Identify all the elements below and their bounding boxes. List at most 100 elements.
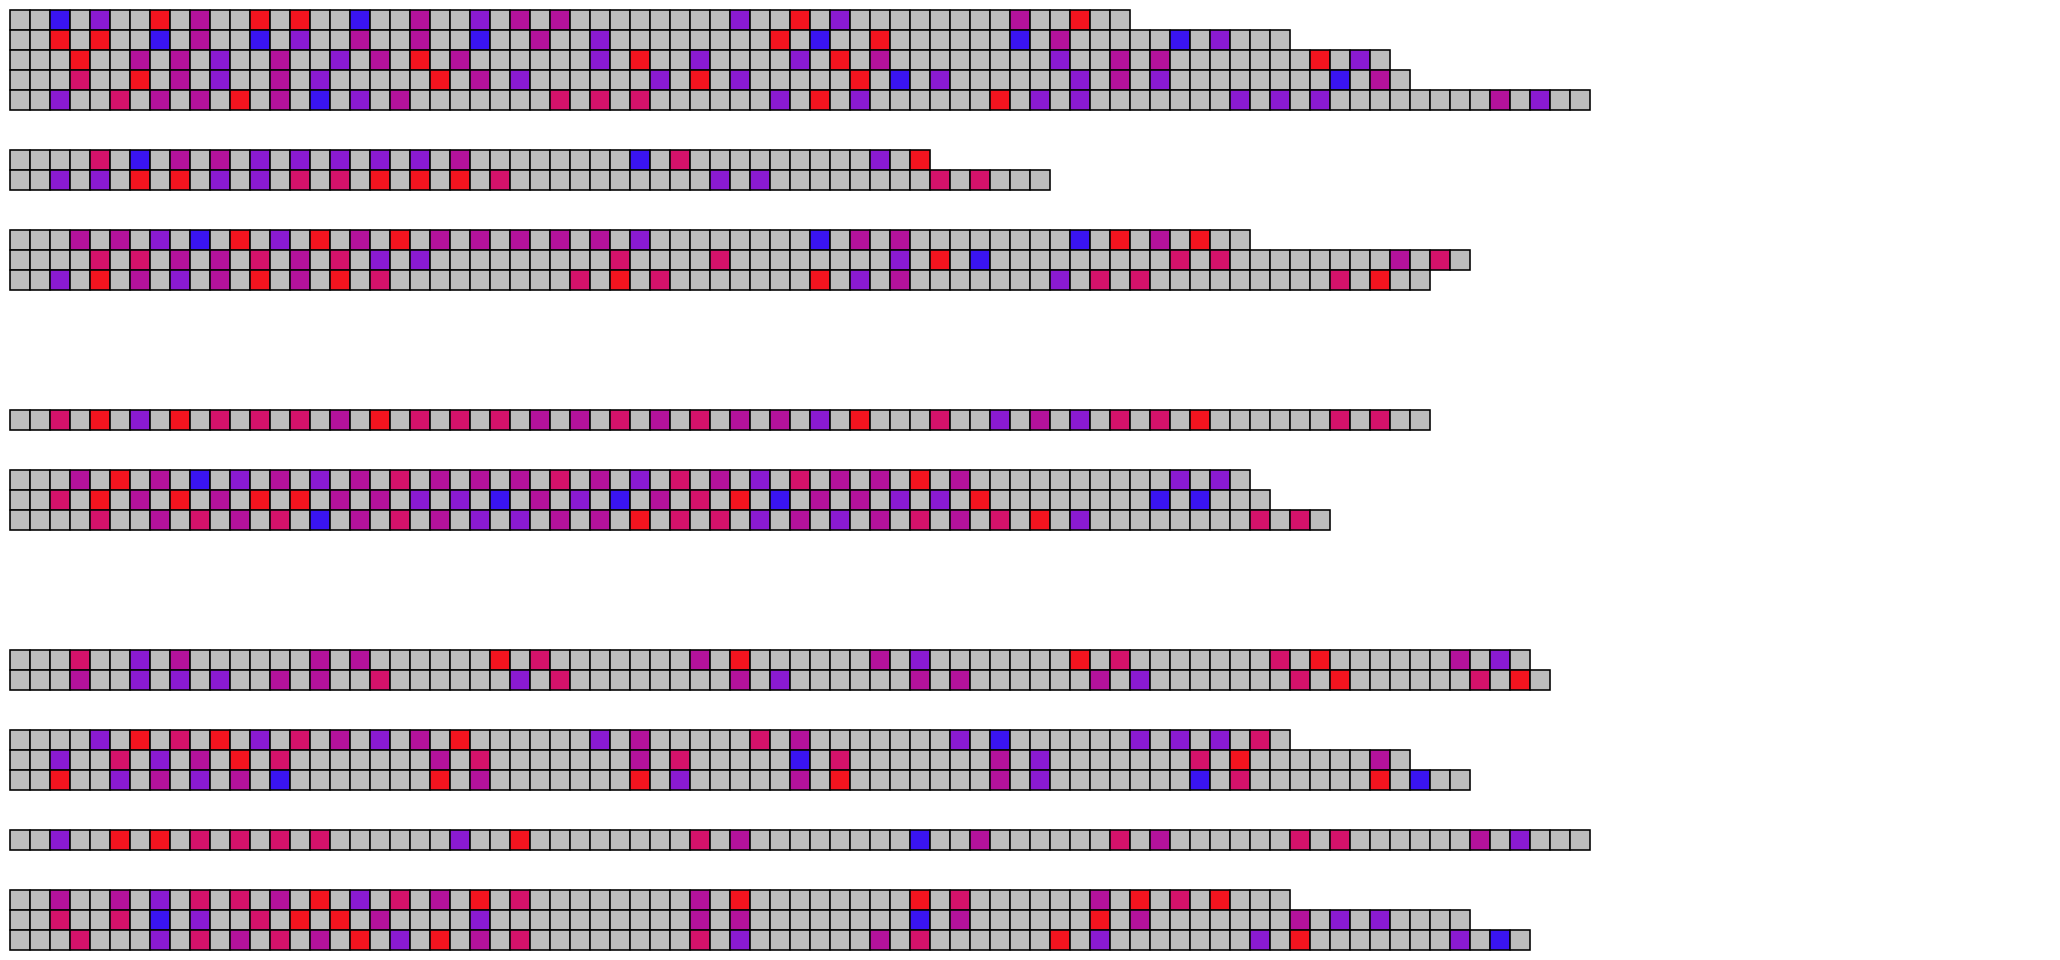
grid-cell bbox=[849, 729, 871, 751]
grid-cell bbox=[929, 929, 951, 951]
grid-cell bbox=[89, 149, 111, 171]
grid-cell bbox=[889, 769, 911, 791]
grid-cell bbox=[29, 69, 51, 91]
grid-cell bbox=[909, 469, 931, 491]
grid-cell bbox=[729, 49, 751, 71]
grid-cell bbox=[889, 269, 911, 291]
grid-cell bbox=[309, 829, 331, 851]
grid-cell bbox=[109, 829, 131, 851]
grid-cell bbox=[249, 9, 271, 31]
grid-cell bbox=[869, 29, 891, 51]
grid-cell bbox=[289, 829, 311, 851]
grid-cell bbox=[1089, 489, 1111, 511]
grid-cell bbox=[1009, 909, 1031, 931]
grid-cell bbox=[169, 229, 191, 251]
grid-cell bbox=[1489, 669, 1511, 691]
grid-cell bbox=[769, 409, 791, 431]
grid-cell bbox=[1109, 29, 1131, 51]
grid-cell bbox=[189, 249, 211, 271]
grid-cell bbox=[889, 749, 911, 771]
grid-cell bbox=[529, 669, 551, 691]
grid-cell bbox=[209, 929, 231, 951]
grid-cell bbox=[329, 669, 351, 691]
grid-cell bbox=[1269, 749, 1291, 771]
grid-cell bbox=[669, 169, 691, 191]
grid-cell bbox=[1169, 249, 1191, 271]
grid-cell bbox=[709, 69, 731, 91]
grid-cell bbox=[449, 829, 471, 851]
grid-cell bbox=[1129, 69, 1151, 91]
grid-cell bbox=[29, 909, 51, 931]
grid-cell bbox=[809, 229, 831, 251]
grid-cell bbox=[409, 909, 431, 931]
grid-cell bbox=[229, 249, 251, 271]
grid-cell bbox=[549, 269, 571, 291]
grid-cell bbox=[549, 149, 571, 171]
grid-cell bbox=[469, 829, 491, 851]
grid-cell bbox=[969, 269, 991, 291]
grid-cell bbox=[1289, 669, 1311, 691]
grid-cell bbox=[69, 49, 91, 71]
grid-cell bbox=[1149, 669, 1171, 691]
grid-cell bbox=[229, 29, 251, 51]
grid-cell bbox=[229, 9, 251, 31]
grid-cell bbox=[709, 649, 731, 671]
grid-cell bbox=[29, 489, 51, 511]
grid-cell bbox=[1129, 909, 1151, 931]
grid-cell bbox=[149, 509, 171, 531]
grid-cell bbox=[1189, 769, 1211, 791]
grid-cell bbox=[1409, 409, 1431, 431]
grid-cell bbox=[9, 469, 31, 491]
grid-cell bbox=[1269, 929, 1291, 951]
grid-cell bbox=[769, 909, 791, 931]
grid-cell bbox=[609, 769, 631, 791]
grid-cell bbox=[1469, 669, 1491, 691]
grid-cell bbox=[1369, 249, 1391, 271]
grid-cell bbox=[289, 89, 311, 111]
grid-cell bbox=[269, 769, 291, 791]
grid-cell bbox=[209, 749, 231, 771]
grid-cell bbox=[509, 269, 531, 291]
grid-cell bbox=[1209, 409, 1231, 431]
grid-cell bbox=[629, 909, 651, 931]
grid-cell bbox=[429, 489, 451, 511]
grid-cell bbox=[909, 729, 931, 751]
grid-cell bbox=[709, 49, 731, 71]
grid-cell bbox=[1089, 29, 1111, 51]
grid-cell bbox=[149, 89, 171, 111]
grid-cell bbox=[989, 669, 1011, 691]
grid-cell bbox=[1169, 69, 1191, 91]
grid-cell bbox=[789, 729, 811, 751]
grid-cell bbox=[369, 169, 391, 191]
grid-cell bbox=[169, 509, 191, 531]
grid-cell bbox=[489, 909, 511, 931]
grid-cell bbox=[829, 229, 851, 251]
grid-cell bbox=[69, 889, 91, 911]
grid-cell bbox=[709, 149, 731, 171]
grid-cell bbox=[449, 929, 471, 951]
grid-cell bbox=[1049, 49, 1071, 71]
grid-cell bbox=[989, 909, 1011, 931]
grid-cell bbox=[589, 409, 611, 431]
grid-cell bbox=[589, 469, 611, 491]
grid-cell bbox=[329, 829, 351, 851]
grid-cell bbox=[1149, 409, 1171, 431]
grid-cell bbox=[409, 49, 431, 71]
grid-cell bbox=[729, 509, 751, 531]
grid-cell bbox=[569, 9, 591, 31]
grid-cell bbox=[49, 49, 71, 71]
grid-cell bbox=[629, 29, 651, 51]
grid-cell bbox=[849, 149, 871, 171]
grid-cell bbox=[529, 729, 551, 751]
grid-cell bbox=[569, 69, 591, 91]
grid-cell bbox=[1149, 489, 1171, 511]
grid-cell bbox=[309, 889, 331, 911]
grid-cell bbox=[249, 49, 271, 71]
grid-cell bbox=[229, 469, 251, 491]
grid-cell bbox=[1149, 89, 1171, 111]
grid-cell bbox=[1029, 509, 1051, 531]
grid-cell bbox=[1269, 69, 1291, 91]
grid-cell bbox=[49, 29, 71, 51]
grid-cell bbox=[1309, 249, 1331, 271]
grid-cell bbox=[109, 229, 131, 251]
